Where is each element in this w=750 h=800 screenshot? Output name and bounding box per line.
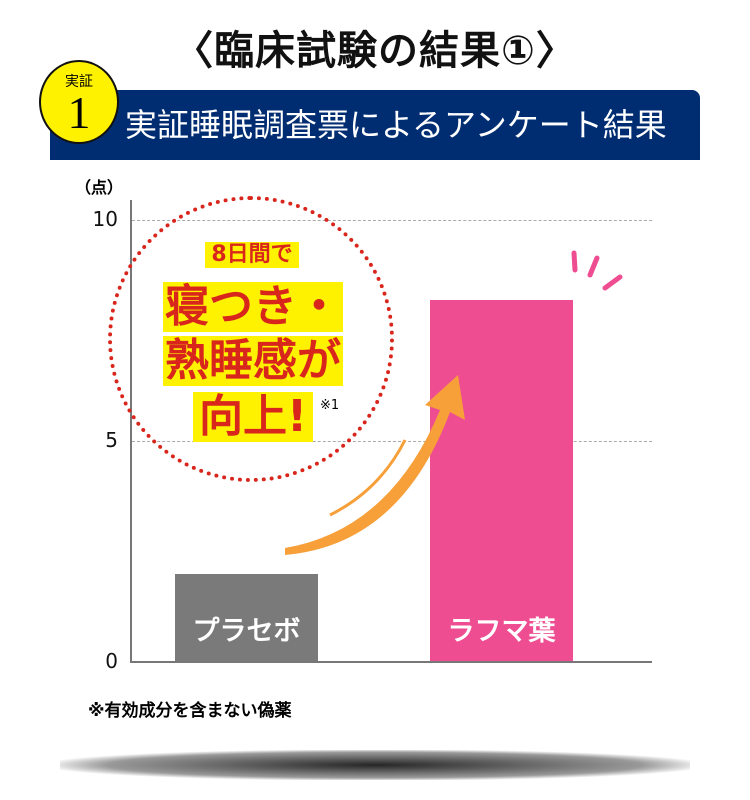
- y-tick-10: 10: [92, 207, 118, 231]
- gridline-10: [132, 220, 652, 221]
- badge-label: 実証: [65, 74, 93, 90]
- y-axis: [130, 200, 132, 662]
- footnote: ※有効成分を含まない偽薬: [88, 701, 292, 721]
- y-axis-label: （点）: [75, 178, 124, 197]
- callout-line2: 寝つき・: [163, 281, 343, 332]
- drop-shadow: [60, 750, 690, 780]
- y-tick-5: 5: [105, 428, 118, 452]
- bar-label-rafuma: ラフマ葉: [447, 615, 556, 647]
- sparkle-icon: [571, 250, 623, 291]
- section-banner: [50, 90, 700, 160]
- motion-line: [354, 459, 422, 532]
- badge-number: 1: [67, 87, 91, 138]
- up-arrow-icon: [285, 375, 465, 555]
- callout-footnote-ref: ※1: [320, 398, 340, 413]
- bar-placebo: プラセボ: [175, 573, 318, 662]
- callout-line4: 向上!: [193, 392, 313, 442]
- bar-rafuma: ラフマ葉: [430, 299, 573, 662]
- callout-line3: 熟睡感が: [163, 335, 343, 386]
- motion-line: [329, 439, 407, 517]
- callout-circle: [108, 196, 394, 482]
- x-axis: [130, 661, 652, 663]
- banner-title: 実証睡眠調査票によるアンケート結果: [125, 106, 667, 144]
- proof-badge: 実証 1: [39, 60, 119, 144]
- bar-label-placebo: プラセボ: [192, 615, 301, 647]
- callout-line1: 8日間で: [205, 242, 299, 268]
- page-title: 〈臨床試験の結果①〉: [173, 28, 577, 74]
- gridline-5: [132, 441, 652, 442]
- y-tick-0: 0: [105, 649, 118, 673]
